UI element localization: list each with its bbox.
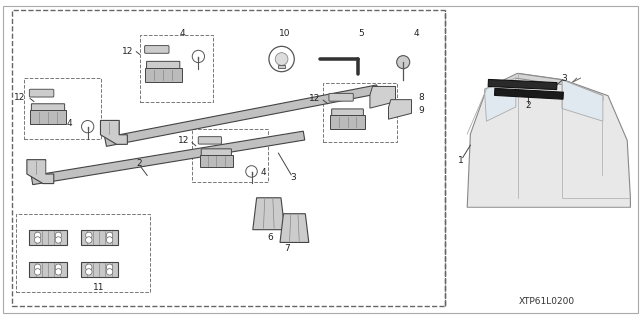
Circle shape [86, 269, 92, 275]
Text: 6: 6 [268, 233, 273, 242]
Bar [330, 115, 365, 129]
Bar [145, 68, 182, 82]
Polygon shape [105, 85, 378, 146]
Text: 12: 12 [122, 47, 134, 56]
Text: 11: 11 [93, 283, 105, 292]
FancyBboxPatch shape [145, 46, 169, 53]
Circle shape [106, 232, 113, 239]
Circle shape [55, 237, 61, 243]
Polygon shape [562, 80, 603, 121]
Text: 2: 2 [137, 159, 142, 168]
Circle shape [86, 237, 92, 243]
Bar [192, 129, 268, 182]
Polygon shape [388, 100, 412, 119]
Polygon shape [484, 73, 603, 100]
Text: 10: 10 [279, 29, 291, 38]
Polygon shape [278, 65, 285, 69]
Text: 12: 12 [309, 94, 321, 103]
FancyBboxPatch shape [29, 89, 54, 97]
Polygon shape [467, 73, 630, 207]
Polygon shape [31, 131, 305, 185]
Text: 12: 12 [13, 93, 25, 102]
FancyBboxPatch shape [147, 61, 180, 70]
Bar [24, 78, 101, 139]
Text: 1: 1 [458, 156, 463, 165]
Circle shape [55, 269, 61, 275]
FancyBboxPatch shape [329, 93, 353, 101]
Polygon shape [27, 160, 54, 184]
Text: 4: 4 [180, 29, 185, 38]
Bar [81, 262, 118, 277]
Polygon shape [280, 214, 309, 242]
Text: 8: 8 [419, 93, 424, 102]
Bar [12, 10, 445, 306]
Circle shape [86, 264, 92, 271]
Circle shape [35, 237, 41, 243]
Text: 3: 3 [562, 74, 567, 83]
Polygon shape [495, 88, 563, 99]
Polygon shape [370, 86, 396, 108]
Bar [81, 230, 118, 245]
Text: 4: 4 [413, 29, 419, 38]
Text: 5: 5 [359, 29, 364, 38]
Bar [29, 262, 67, 277]
Text: 4: 4 [261, 168, 266, 177]
Bar [29, 230, 67, 245]
Text: 12: 12 [178, 137, 189, 145]
Circle shape [35, 232, 41, 239]
Circle shape [35, 269, 41, 275]
Bar [200, 155, 233, 167]
Polygon shape [253, 198, 285, 230]
FancyBboxPatch shape [201, 149, 232, 157]
FancyBboxPatch shape [198, 137, 221, 144]
Text: 4: 4 [67, 119, 72, 128]
Text: 3: 3 [291, 173, 296, 182]
Circle shape [106, 264, 113, 271]
Bar [29, 110, 67, 124]
Polygon shape [488, 79, 557, 90]
Text: 9: 9 [419, 106, 424, 115]
Bar [16, 214, 150, 292]
Circle shape [106, 237, 113, 243]
Circle shape [55, 264, 61, 271]
Polygon shape [100, 121, 127, 144]
Circle shape [397, 56, 410, 69]
Circle shape [106, 269, 113, 275]
Circle shape [86, 232, 92, 239]
Text: XTP61L0200: XTP61L0200 [519, 297, 575, 306]
Text: 7: 7 [284, 244, 289, 253]
Circle shape [35, 264, 41, 271]
Bar [323, 83, 397, 142]
Circle shape [275, 53, 288, 65]
FancyBboxPatch shape [31, 104, 65, 112]
Circle shape [55, 232, 61, 239]
FancyBboxPatch shape [332, 109, 364, 117]
Polygon shape [484, 78, 516, 121]
Bar [140, 35, 213, 102]
Text: 2: 2 [525, 101, 531, 110]
